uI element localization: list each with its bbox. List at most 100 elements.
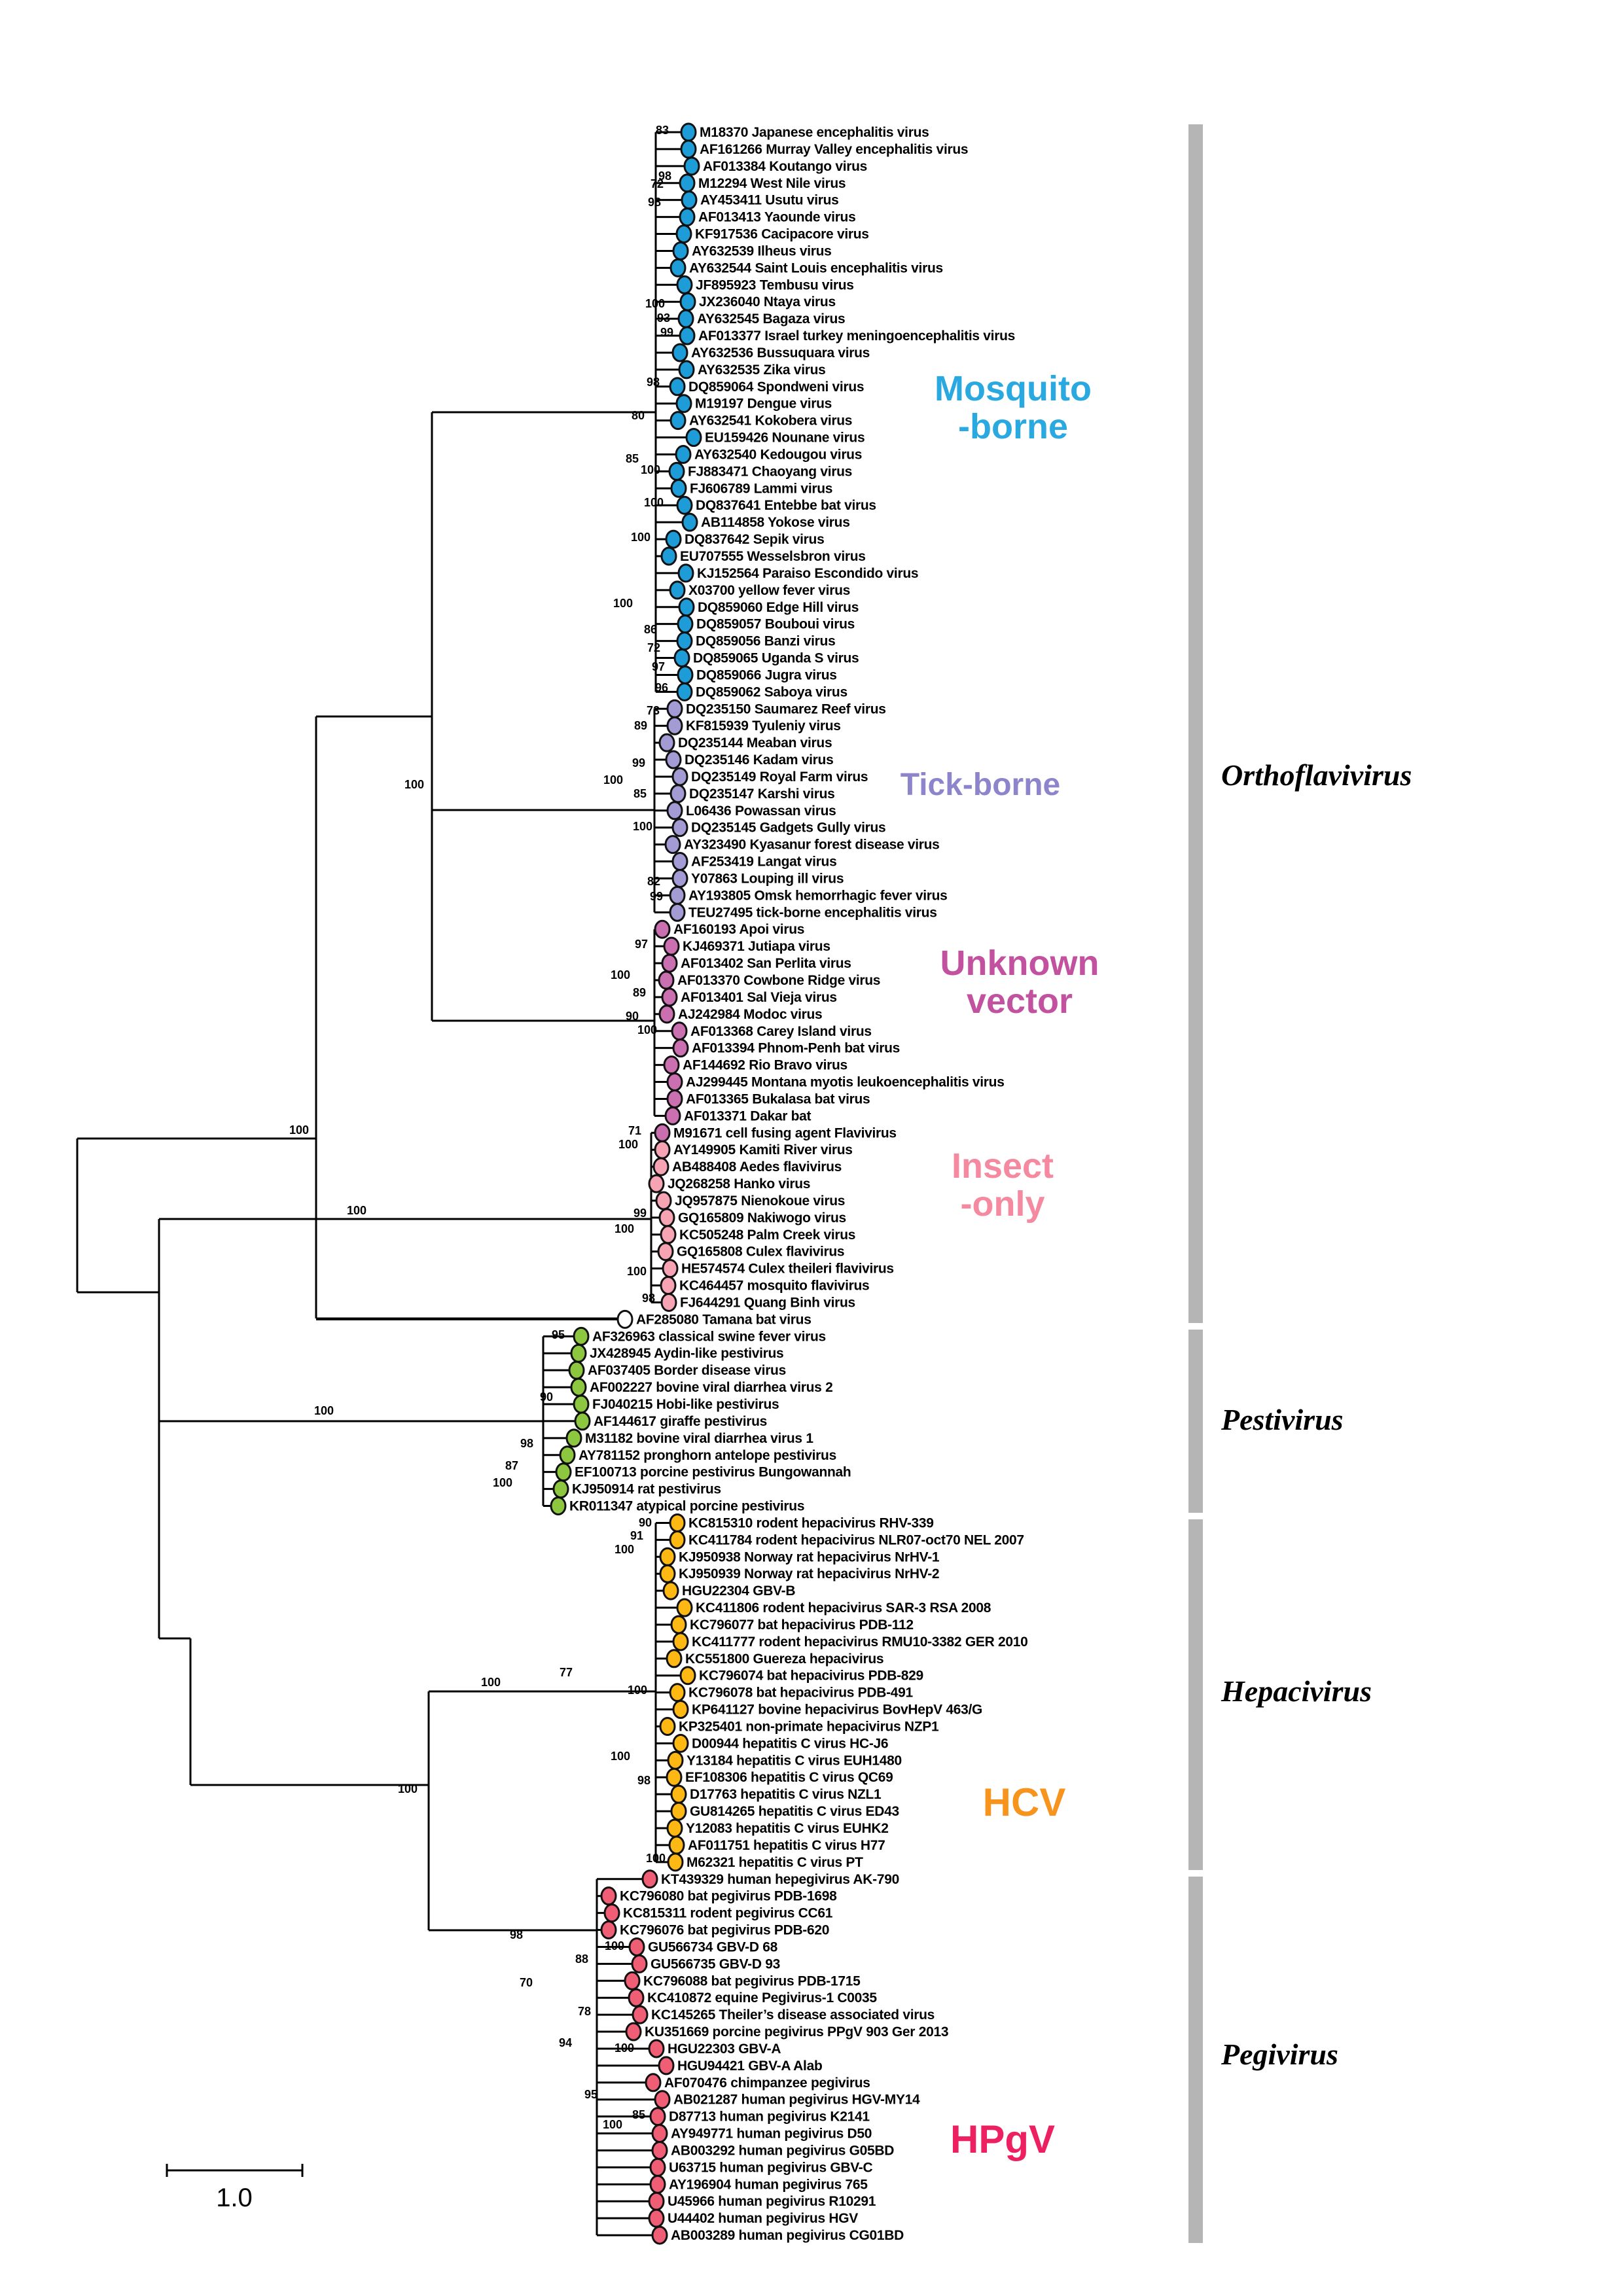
taxon-label: U45966 human pegivirus R10291 xyxy=(668,2194,876,2209)
taxon-label: AY632545 Bagaza virus xyxy=(697,311,845,327)
bootstrap-value: 100 xyxy=(641,463,660,476)
taxon-label: DQ859060 Edge Hill virus xyxy=(698,600,859,615)
taxon-label: AY453411 Usutu virus xyxy=(700,193,839,208)
bootstrap-value: 98 xyxy=(658,169,671,183)
taxon-label: JQ268258 Hanko virus xyxy=(668,1176,810,1192)
taxon-label: KC505248 Palm Creek virus xyxy=(679,1227,855,1243)
bootstrap-value: 100 xyxy=(493,1476,512,1489)
taxon-marker xyxy=(677,309,694,328)
taxon-marker xyxy=(665,750,682,769)
taxon-marker xyxy=(679,326,696,345)
bootstrap-value: 100 xyxy=(645,297,665,310)
group-label: Insect xyxy=(952,1146,1054,1186)
group-label: Mosquito xyxy=(935,369,1092,408)
taxon-marker xyxy=(669,258,687,277)
bootstrap-value: 100 xyxy=(615,2041,634,2055)
taxon-marker xyxy=(668,461,685,481)
bootstrap-value: 99 xyxy=(633,1207,647,1220)
bootstrap-value: 97 xyxy=(635,938,648,951)
taxon-label: HGU22304 GBV-B xyxy=(682,1583,795,1598)
group-label: -borne xyxy=(958,407,1068,446)
taxon-marker xyxy=(676,1598,693,1617)
taxon-marker xyxy=(654,1140,671,1159)
bootstrap-value: 100 xyxy=(613,597,633,610)
taxon-marker xyxy=(649,2107,666,2127)
taxon-marker xyxy=(672,1632,689,1651)
taxon-marker xyxy=(677,614,694,634)
taxon-label: AF013377 Israel turkey meningoencephalit… xyxy=(698,328,1015,344)
bootstrap-value: 96 xyxy=(655,681,668,694)
taxon-marker xyxy=(663,936,680,956)
taxon-marker xyxy=(625,2022,642,2041)
taxon-label: DQ837642 Sepik virus xyxy=(685,532,824,547)
taxon-marker xyxy=(659,1716,676,1736)
taxon-marker xyxy=(666,699,683,718)
taxon-marker xyxy=(672,241,689,260)
taxon-label: AJ299445 Montana myotis leukoencephaliti… xyxy=(686,1075,1005,1090)
taxon-marker xyxy=(648,1174,665,1193)
bootstrap-value: 97 xyxy=(652,660,665,673)
taxon-label: AF160193 Apoi virus xyxy=(673,922,804,937)
taxon-marker xyxy=(603,1903,620,1923)
taxon-marker xyxy=(660,1225,677,1245)
taxon-marker xyxy=(671,818,688,838)
taxon-marker xyxy=(667,1750,684,1770)
group-label: HPgV xyxy=(950,2117,1055,2161)
taxon-label: FJ644291 Quang Binh virus xyxy=(680,1295,855,1310)
taxon-label: KC796088 bat pegivirus PDB-1715 xyxy=(643,1973,861,1988)
taxon-label: AF037405 Border disease virus xyxy=(588,1363,786,1378)
taxon-label: AY949771 human pegivirus D50 xyxy=(671,2127,872,2142)
taxon-label: DQ859065 Uganda S virus xyxy=(693,651,859,666)
taxon-label: KC411784 rodent hepacivirus NLR07-oct70 … xyxy=(688,1532,1024,1547)
bootstrap-value: 87 xyxy=(505,1459,518,1472)
bootstrap-value: 100 xyxy=(628,1684,647,1697)
taxon-marker xyxy=(672,1038,689,1058)
taxon-label: AF253419 Langat virus xyxy=(691,855,836,870)
taxon-label: AY632541 Kokobera virus xyxy=(689,414,852,429)
bootstrap-value: 90 xyxy=(626,1010,639,1023)
taxon-label: AY193805 Omsk hemorrhagic fever virus xyxy=(688,888,948,903)
taxon-label: AY632535 Zika virus xyxy=(698,362,826,378)
taxon-marker xyxy=(669,885,686,905)
bootstrap-value: 91 xyxy=(630,1529,643,1542)
taxon-label: AY632536 Bussuquara virus xyxy=(691,345,870,361)
bootstrap-value: 98 xyxy=(647,376,660,389)
taxon-marker xyxy=(676,631,693,651)
taxon-marker xyxy=(661,987,678,1007)
taxon-marker xyxy=(669,377,686,397)
taxon-label: KC464457 mosquito flavivirus xyxy=(679,1279,869,1294)
clade-bar xyxy=(1188,1519,1203,1870)
taxon-label: D00944 hepatitis C virus HC-J6 xyxy=(692,1736,888,1751)
taxon-label: DQ235144 Meaban virus xyxy=(678,735,832,751)
bootstrap-value: 100 xyxy=(618,1138,638,1151)
family-label: Orthoflavivirus xyxy=(1221,758,1412,792)
bootstrap-value: 99 xyxy=(650,890,663,903)
taxon-label: KC796076 bat pegivirus PDB-620 xyxy=(620,1923,829,1938)
bootstrap-value: 73 xyxy=(647,704,660,717)
taxon-marker xyxy=(671,1021,688,1041)
taxon-marker xyxy=(658,733,675,752)
taxon-marker xyxy=(649,2157,666,2177)
bootstrap-value: 100 xyxy=(631,531,651,544)
taxon-marker xyxy=(654,1123,671,1142)
taxon-marker xyxy=(669,580,686,600)
taxon-marker xyxy=(675,444,692,464)
clade-bar xyxy=(1188,124,1203,1323)
bootstrap-value: 100 xyxy=(611,968,630,981)
bootstrap-value: 99 xyxy=(660,326,673,339)
taxon-marker xyxy=(559,1445,576,1465)
taxon-marker xyxy=(669,902,686,922)
taxon-label: KU351669 porcine pegivirus PPgV 903 Ger … xyxy=(645,2024,948,2040)
taxon-label: AF144692 Rio Bravo virus xyxy=(683,1058,847,1073)
bootstrap-value: 98 xyxy=(642,1292,655,1305)
bootstrap-value: 100 xyxy=(611,1750,630,1763)
bootstrap-value: 100 xyxy=(637,1023,657,1036)
taxon-label: L06436 Powassan virus xyxy=(686,804,836,819)
bootstrap-value: 100 xyxy=(481,1676,501,1689)
taxon-label: AF013365 Bukalasa bat virus xyxy=(686,1091,870,1106)
taxon-label: AF002227 bovine viral diarrhea virus 2 xyxy=(590,1380,832,1395)
taxon-marker xyxy=(673,648,690,668)
group-label: HCV xyxy=(983,1780,1066,1824)
taxon-marker xyxy=(669,411,687,431)
